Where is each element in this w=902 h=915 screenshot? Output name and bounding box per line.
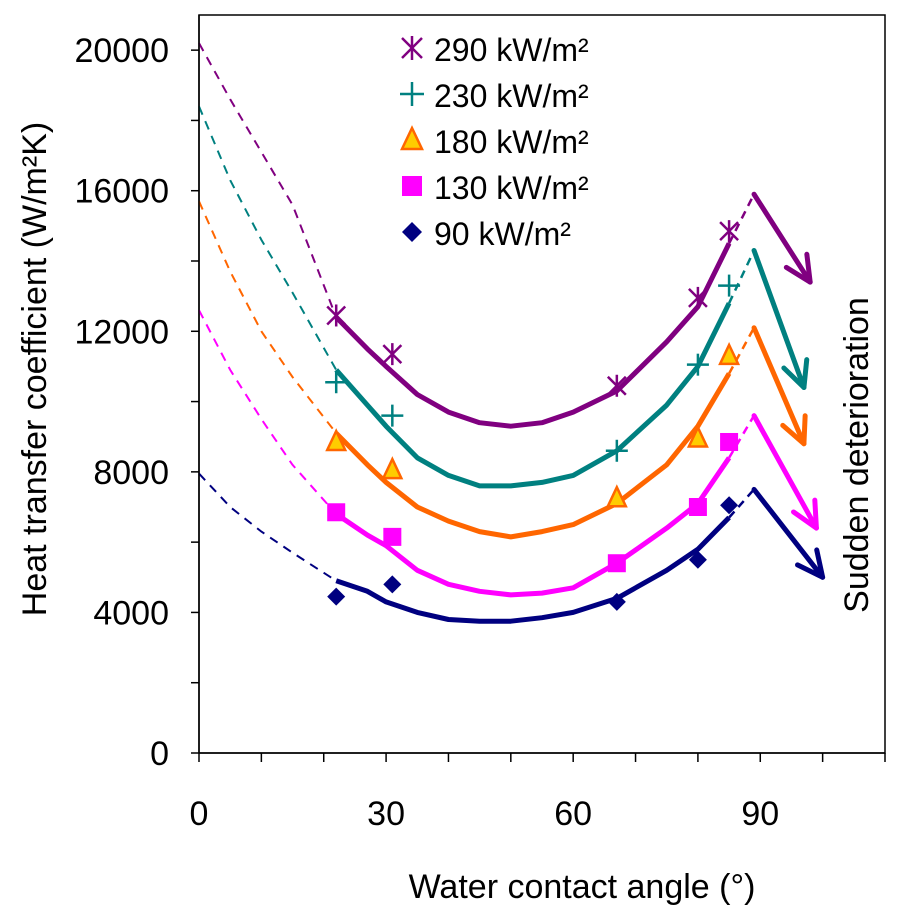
plot-area	[198, 14, 886, 754]
data-point-square	[383, 527, 402, 546]
x-tick-label: 90	[741, 795, 779, 833]
data-point-plus	[381, 404, 404, 427]
y-axis-title: Heat transfer coefficient (W/m²K)	[16, 122, 54, 616]
data-point-plus	[605, 439, 628, 462]
data-point-square	[720, 432, 739, 451]
data-markers	[325, 220, 741, 611]
y-tick-label: 12000	[74, 313, 169, 351]
data-point-asterisk	[606, 374, 627, 397]
curve-fitted	[334, 302, 732, 489]
legend-label: 90 kW/m²	[434, 216, 571, 252]
data-point-square	[688, 498, 707, 516]
x-axis-title: Water contact angle (°)	[409, 868, 756, 906]
legend: 290 kW/m² 230 kW/m² 180 kW/m² 130 kW/m² 90 k…	[400, 32, 589, 252]
legend-marker-asterisk	[401, 36, 423, 60]
y-tick-label: 0	[150, 735, 169, 773]
data-point-diamond	[383, 575, 402, 594]
data-point-diamond	[720, 496, 739, 515]
y-tick-label: 8000	[93, 454, 169, 492]
y-tick-label: 16000	[74, 173, 169, 211]
data-point-diamond	[607, 592, 626, 611]
data-point-triangle	[718, 341, 741, 366]
legend-label: 230 kW/m²	[434, 78, 589, 114]
deterioration-arrowhead	[791, 497, 819, 531]
data-point-diamond	[327, 587, 346, 606]
legend-marker-square	[402, 176, 422, 196]
deterioration-arrowhead	[795, 547, 826, 580]
data-point-asterisk	[326, 304, 347, 327]
plot-frame	[198, 14, 886, 754]
legend-label: 180 kW/m²	[434, 124, 589, 160]
data-point-square	[607, 554, 626, 573]
curve-fitted	[334, 372, 732, 540]
data-point-triangle	[381, 456, 404, 480]
deterioration-arrowhead	[783, 251, 813, 285]
deterioration-arrow	[751, 247, 807, 391]
data-point-triangle	[605, 484, 628, 508]
x-tick-label: 60	[554, 795, 592, 833]
curve-fitted	[335, 515, 731, 624]
y-tick-label: 4000	[93, 594, 169, 632]
curve-extrapolated-right	[728, 488, 755, 519]
deterioration-arrowhead	[781, 357, 810, 391]
legend-marker-triangle	[400, 125, 424, 151]
deterioration-arrow	[751, 191, 813, 285]
legend-marker-diamond	[402, 222, 422, 242]
data-point-plus	[325, 371, 348, 394]
curve-extrapolated-right	[727, 249, 756, 304]
annotation-sudden-deterioration: Sudden deterioration	[838, 297, 876, 613]
x-tick-label: 30	[367, 795, 405, 833]
curve-extrapolated-right	[728, 327, 756, 375]
data-point-triangle	[325, 428, 348, 452]
data-point-plus	[686, 353, 709, 376]
data-point-plus	[718, 274, 741, 297]
legend-label: 130 kW/m²	[434, 170, 589, 206]
curve-extrapolated-left	[198, 106, 338, 371]
curve-fitted	[334, 242, 732, 429]
deterioration-arrow	[751, 486, 826, 580]
deterioration-arrow	[751, 325, 807, 447]
data-point-square	[327, 503, 346, 522]
curve-extrapolated-left	[198, 42, 338, 318]
deterioration-arrowhead	[780, 413, 808, 447]
data-point-asterisk	[688, 286, 708, 309]
legend-marker-plus	[400, 82, 424, 106]
data-point-triangle	[686, 424, 709, 448]
axes: 0 4000 8000 12000 16000 20000 0 30 60 90	[74, 15, 886, 833]
data-point-asterisk	[382, 343, 403, 366]
curve-extrapolated-left	[198, 200, 337, 434]
legend-label: 290 kW/m²	[434, 32, 589, 68]
data-point-asterisk	[719, 220, 739, 243]
data-point-diamond	[688, 550, 707, 569]
x-tick-label: 0	[190, 795, 209, 833]
y-tick-label: 20000	[74, 32, 169, 70]
curve-extrapolated-left	[198, 472, 337, 582]
deterioration-arrow	[751, 413, 819, 531]
curve-extrapolated-right	[727, 193, 756, 244]
